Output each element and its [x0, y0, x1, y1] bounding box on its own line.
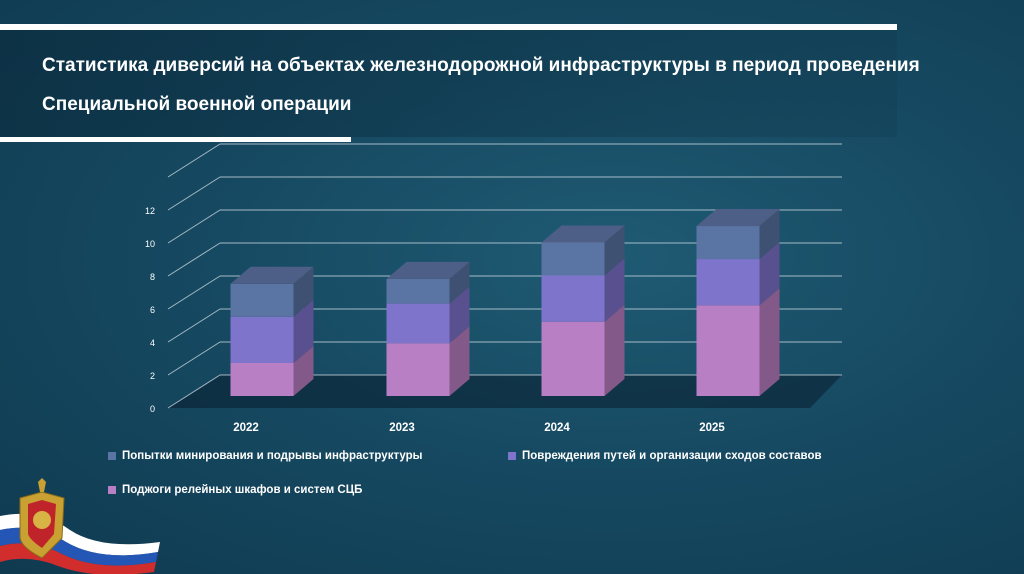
grid-diagonal — [167, 176, 221, 211]
bar-segment — [541, 321, 605, 396]
bar-side — [604, 225, 625, 276]
bar-side — [759, 288, 780, 396]
bar-side — [449, 286, 470, 344]
x-tick-label: 2023 — [389, 422, 415, 434]
x-tick-label: 2025 — [699, 422, 725, 434]
y-tick-label: 8 — [150, 272, 155, 282]
grid-diagonal — [167, 209, 221, 244]
grid-diagonal — [167, 341, 221, 376]
legend-swatch-tracks — [508, 452, 516, 460]
bar-side — [293, 299, 314, 363]
legend-item-mining: Попытки минирования и подрывы инфраструк… — [108, 450, 422, 462]
bar-top — [541, 225, 625, 243]
grid-diagonal — [167, 275, 221, 310]
bar-side — [293, 346, 314, 396]
bar-side — [293, 266, 314, 317]
y-tick-label: 2 — [150, 371, 155, 381]
y-tick-label: 4 — [150, 338, 155, 348]
legend-label-arson: Поджоги релейных шкафов и систем СЦБ — [122, 484, 363, 496]
bar-top — [386, 261, 470, 279]
bar-side — [604, 258, 625, 322]
bar-segment — [541, 275, 605, 322]
x-tick-label: 2024 — [544, 422, 570, 434]
bar-side — [449, 261, 470, 304]
grid-diagonal — [167, 374, 221, 409]
top-divider — [0, 24, 897, 30]
bar-segment — [696, 305, 760, 396]
y-tick-label: 6 — [150, 305, 155, 315]
bar-segment — [541, 242, 605, 276]
grid-diagonal — [167, 143, 221, 178]
bar-segment — [230, 283, 294, 317]
legend-label-mining: Попытки минирования и подрывы инфраструк… — [122, 450, 423, 462]
bar-segment — [696, 226, 760, 260]
chart-floor — [168, 375, 842, 408]
fsb-emblem-icon — [0, 478, 160, 574]
bar-side — [449, 326, 470, 396]
legend-swatch-mining — [108, 452, 116, 460]
x-tick-label: 2022 — [233, 422, 259, 434]
bar-segment — [386, 343, 450, 396]
bar-segment — [386, 303, 450, 344]
y-tick-label: 0 — [150, 404, 155, 414]
bar-segment — [230, 363, 294, 396]
legend-item-arson: Поджоги релейных шкафов и систем СЦБ — [108, 484, 362, 496]
legend-item-tracks: Повреждения путей и организации сходов с… — [508, 450, 822, 462]
bar-top — [696, 209, 780, 227]
bar-segment — [696, 259, 760, 306]
page-title: Статистика диверсий на объектах железнод… — [42, 55, 920, 115]
grid-diagonal — [167, 242, 221, 277]
bar-segment — [386, 278, 450, 304]
bottom-divider — [0, 137, 351, 142]
grid-diagonal — [167, 308, 221, 343]
y-tick-label: 12 — [145, 206, 155, 216]
title-panel — [0, 30, 897, 137]
y-tick-label: 10 — [145, 239, 155, 249]
bar-top — [230, 266, 314, 284]
legend-label-tracks: Повреждения путей и организации сходов с… — [522, 450, 822, 462]
bar-segment — [230, 316, 294, 363]
legend-swatch-arson — [108, 486, 116, 494]
bar-side — [759, 209, 780, 260]
bar-side — [604, 304, 625, 396]
bar-side — [759, 242, 780, 306]
